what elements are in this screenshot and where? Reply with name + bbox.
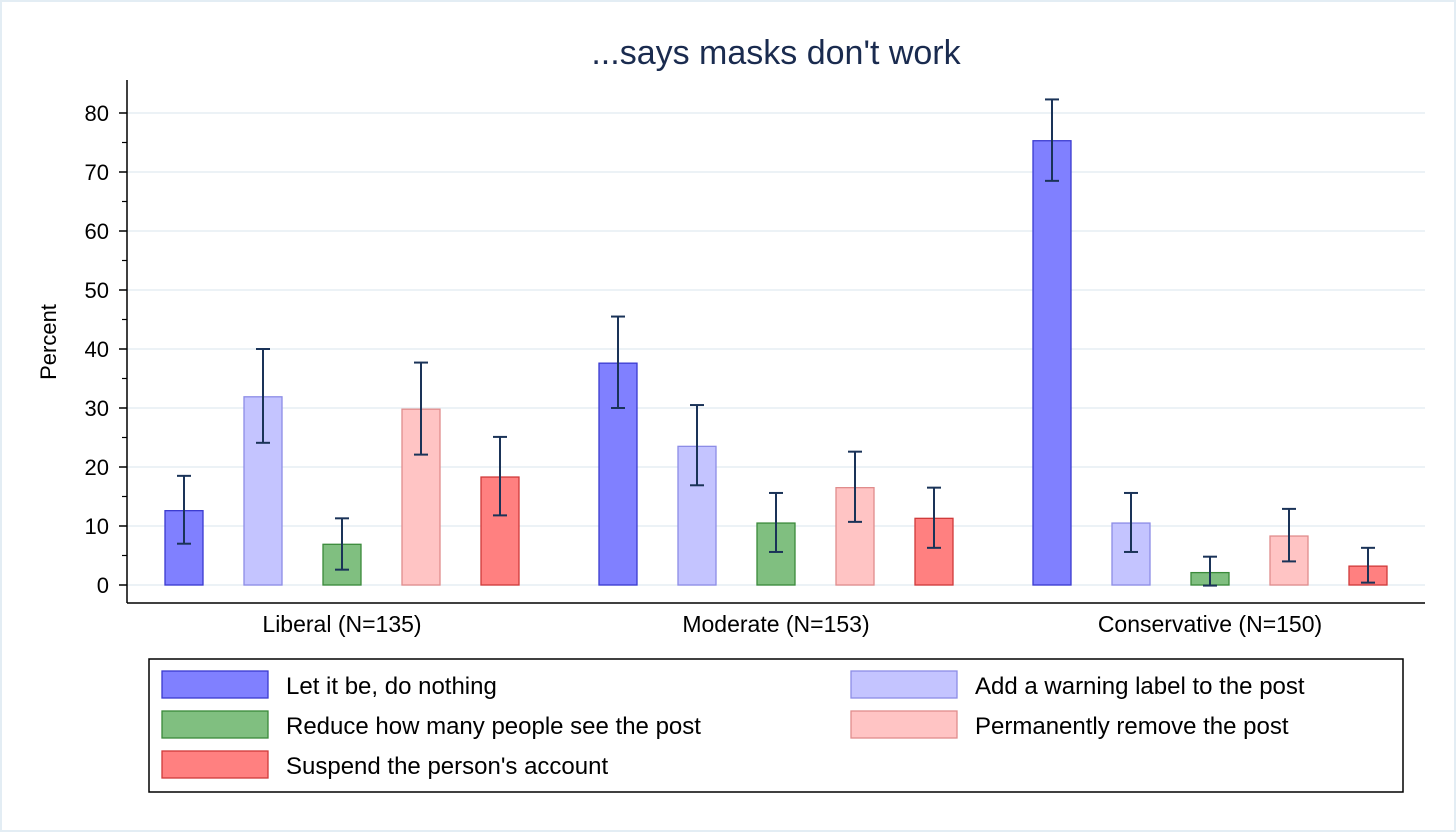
y-tick-label: 30	[85, 396, 109, 421]
legend-swatch	[161, 710, 269, 739]
y-tick-label: 40	[85, 337, 109, 362]
bar	[1032, 140, 1072, 586]
legend-label: Let it be, do nothing	[286, 673, 497, 700]
y-tick-label: 0	[97, 573, 109, 598]
y-ticks: 0 10 20 30 40 50 60 70 80	[85, 101, 127, 598]
x-category-label: Liberal (N=135)	[262, 611, 421, 637]
legend-label: Suspend the person's account	[286, 753, 608, 780]
legend-label: Add a warning label to the post	[975, 673, 1305, 700]
x-category-label: Moderate (N=153)	[682, 611, 869, 637]
legend-box	[148, 658, 1404, 793]
y-tick-label: 50	[85, 278, 109, 303]
legend-swatch	[850, 710, 958, 739]
legend-swatch	[161, 670, 269, 699]
legend-swatch	[161, 750, 269, 779]
y-axis-label: Percent	[36, 304, 61, 380]
legend-swatch	[850, 670, 958, 699]
y-tick-label: 70	[85, 160, 109, 185]
legend-label: Reduce how many people see the post	[286, 713, 701, 740]
axes	[126, 80, 1425, 604]
x-category-label: Conservative (N=150)	[1098, 611, 1322, 637]
legend: Let it be, do nothing Add a warning label…	[148, 658, 1404, 793]
y-tick-label: 60	[85, 219, 109, 244]
chart-title: ...says masks don't work	[591, 34, 961, 72]
y-tick-label: 80	[85, 101, 109, 126]
y-tick-label: 20	[85, 455, 109, 480]
bars	[164, 98, 1388, 587]
y-tick-label: 10	[85, 514, 109, 539]
x-category-labels: Liberal (N=135) Moderate (N=153) Conservat…	[262, 611, 1322, 637]
legend-label: Permanently remove the post	[975, 713, 1289, 740]
